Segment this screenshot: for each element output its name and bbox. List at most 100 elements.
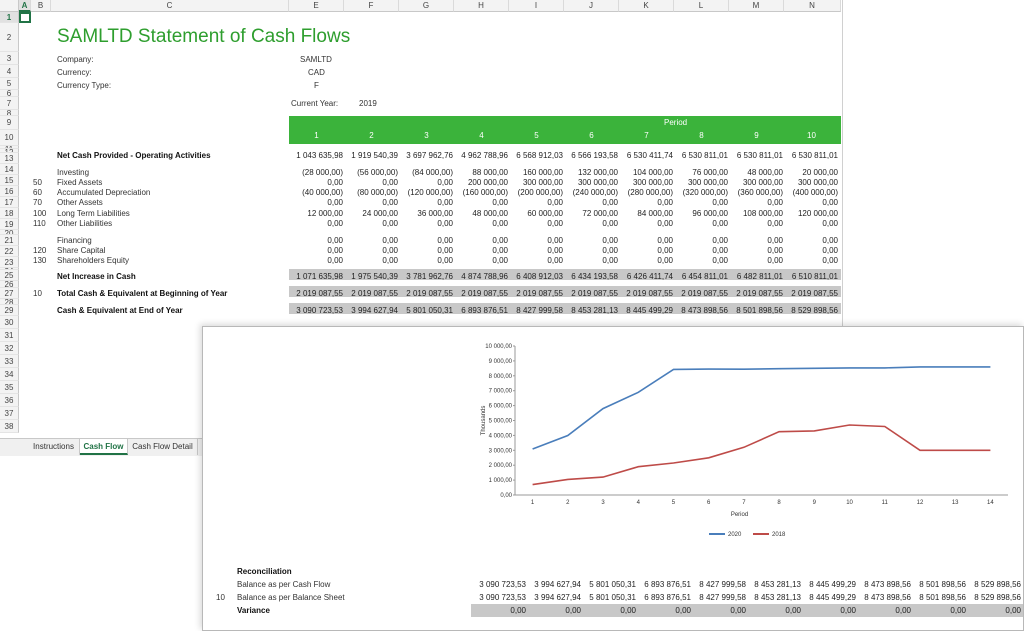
value-cell[interactable]: 0,00 <box>492 198 508 207</box>
row-header[interactable]: 9 <box>0 116 19 130</box>
row-header[interactable]: 3 <box>0 52 19 65</box>
value-cell[interactable]: 300 000,00 <box>577 178 618 187</box>
value-cell[interactable]: 2 019 087,55 <box>571 289 618 298</box>
row-header[interactable]: 4 <box>0 65 19 78</box>
reconciliation-value[interactable]: 8 453 281,13 <box>754 580 801 589</box>
row-label[interactable]: Other Liabilities <box>57 219 113 228</box>
value-cell[interactable]: 12 000,00 <box>307 209 343 218</box>
value-cell[interactable]: 0,00 <box>437 219 453 228</box>
value-cell[interactable]: 2 019 087,55 <box>351 289 398 298</box>
column-header[interactable]: L <box>674 0 729 12</box>
value-cell[interactable]: 0,00 <box>602 219 618 228</box>
value-cell[interactable]: 0,00 <box>327 236 343 245</box>
row-header[interactable]: 8 <box>0 110 19 116</box>
value-cell[interactable]: 0,00 <box>382 236 398 245</box>
row-header[interactable]: 34 <box>0 368 19 381</box>
reconciliation-value[interactable]: 0,00 <box>675 606 691 615</box>
value-cell[interactable]: (400 000,00) <box>792 188 838 197</box>
row-header[interactable]: 37 <box>0 407 19 420</box>
value-cell[interactable]: 0,00 <box>437 256 453 265</box>
current-year-value[interactable]: 2019 <box>359 99 377 108</box>
value-cell[interactable]: 6 530 411,74 <box>626 151 673 160</box>
column-header[interactable]: J <box>564 0 619 12</box>
reconciliation-value[interactable]: 0,00 <box>785 606 801 615</box>
column-header[interactable]: C <box>51 0 289 12</box>
reconciliation-value[interactable]: 6 893 876,51 <box>644 593 691 602</box>
value-cell[interactable]: 0,00 <box>712 198 728 207</box>
value-cell[interactable]: 48 000,00 <box>472 209 508 218</box>
value-cell[interactable]: 0,00 <box>712 246 728 255</box>
reconciliation-value[interactable]: 0,00 <box>620 606 636 615</box>
value-cell[interactable]: 0,00 <box>327 219 343 228</box>
value-cell[interactable]: 0,00 <box>327 178 343 187</box>
value-cell[interactable]: 0,00 <box>492 256 508 265</box>
value-cell[interactable]: 3 781 962,76 <box>406 272 453 281</box>
value-cell[interactable]: (160 000,00) <box>462 188 508 197</box>
row-label[interactable]: Other Assets <box>57 198 103 207</box>
value-cell[interactable]: 3 697 962,76 <box>406 151 453 160</box>
value-cell[interactable]: 8 427 999,58 <box>516 306 563 315</box>
value-cell[interactable]: 4 874 788,96 <box>461 272 508 281</box>
row-header[interactable]: 20 <box>0 230 19 235</box>
row-header[interactable]: 31 <box>0 329 19 342</box>
reconciliation-value[interactable]: 5 801 050,31 <box>589 580 636 589</box>
row-code[interactable]: 120 <box>33 246 47 255</box>
row-label[interactable]: Net Cash Provided - Operating Activities <box>57 151 211 160</box>
row-code[interactable]: 50 <box>33 178 42 187</box>
row-header[interactable]: 15 <box>0 175 19 186</box>
column-header[interactable]: N <box>784 0 841 12</box>
value-cell[interactable]: 2 019 087,55 <box>516 289 563 298</box>
row-code[interactable]: 10 <box>33 289 42 298</box>
row-header[interactable]: 16 <box>0 186 19 197</box>
value-cell[interactable]: 0,00 <box>767 198 783 207</box>
value-cell[interactable]: (80 000,00) <box>357 188 398 197</box>
row-code[interactable]: 130 <box>33 256 47 265</box>
value-cell[interactable]: 1 043 635,98 <box>296 151 343 160</box>
reconciliation-value[interactable]: 8 427 999,58 <box>699 580 746 589</box>
row-header[interactable]: 2 <box>0 23 19 52</box>
value-cell[interactable]: (120 000,00) <box>407 188 453 197</box>
value-cell[interactable]: 160 000,00 <box>522 168 563 177</box>
row-header[interactable]: 29 <box>0 305 19 316</box>
tab-cash-flow-detail[interactable]: Cash Flow Detail <box>128 439 198 455</box>
row-header[interactable]: 12 <box>0 149 19 153</box>
value-cell[interactable]: 6 530 811,01 <box>791 151 838 160</box>
reconciliation-value[interactable]: 8 529 898,56 <box>974 580 1021 589</box>
value-cell[interactable]: 0,00 <box>822 219 838 228</box>
value-cell[interactable]: 6 510 811,01 <box>791 272 838 281</box>
row-header[interactable]: 17 <box>0 197 19 208</box>
value-cell[interactable]: 4 962 788,96 <box>461 151 508 160</box>
reconciliation-value[interactable]: 8 453 281,13 <box>754 593 801 602</box>
value-cell[interactable]: 300 000,00 <box>797 178 838 187</box>
value-cell[interactable]: 2 019 087,55 <box>406 289 453 298</box>
row-header[interactable]: 35 <box>0 381 19 394</box>
value-cell[interactable]: 300 000,00 <box>522 178 563 187</box>
reconciliation-value[interactable]: 3 090 723,53 <box>479 580 526 589</box>
value-cell[interactable]: 0,00 <box>822 236 838 245</box>
value-cell[interactable]: (84 000,00) <box>412 168 453 177</box>
value-cell[interactable]: (280 000,00) <box>627 188 673 197</box>
row-label[interactable]: Fixed Assets <box>57 178 103 187</box>
value-cell[interactable]: 6 568 912,03 <box>516 151 563 160</box>
reconciliation-value[interactable]: 3 994 627,94 <box>534 593 581 602</box>
value-cell[interactable]: 36 000,00 <box>417 209 453 218</box>
reconciliation-value[interactable]: 0,00 <box>950 606 966 615</box>
value-cell[interactable]: 132 000,00 <box>577 168 618 177</box>
value-cell[interactable]: 6 893 876,51 <box>461 306 508 315</box>
column-header[interactable]: A <box>19 0 31 12</box>
value-cell[interactable]: (200 000,00) <box>517 188 563 197</box>
select-all-corner[interactable] <box>0 0 19 12</box>
row-header[interactable]: 6 <box>0 90 19 97</box>
row-header[interactable]: 22 <box>0 246 19 257</box>
column-header[interactable]: K <box>619 0 674 12</box>
value-cell[interactable]: 6 408 912,03 <box>516 272 563 281</box>
column-header[interactable]: G <box>399 0 454 12</box>
row-header[interactable]: 26 <box>0 281 19 288</box>
value-cell[interactable]: 6 426 411,74 <box>626 272 673 281</box>
value-cell[interactable]: 0,00 <box>657 219 673 228</box>
value-cell[interactable]: 120 000,00 <box>797 209 838 218</box>
reconciliation-value[interactable]: 8 427 999,58 <box>699 593 746 602</box>
row-header[interactable]: 27 <box>0 288 19 299</box>
value-cell[interactable]: 0,00 <box>657 198 673 207</box>
value-cell[interactable]: 0,00 <box>547 236 563 245</box>
